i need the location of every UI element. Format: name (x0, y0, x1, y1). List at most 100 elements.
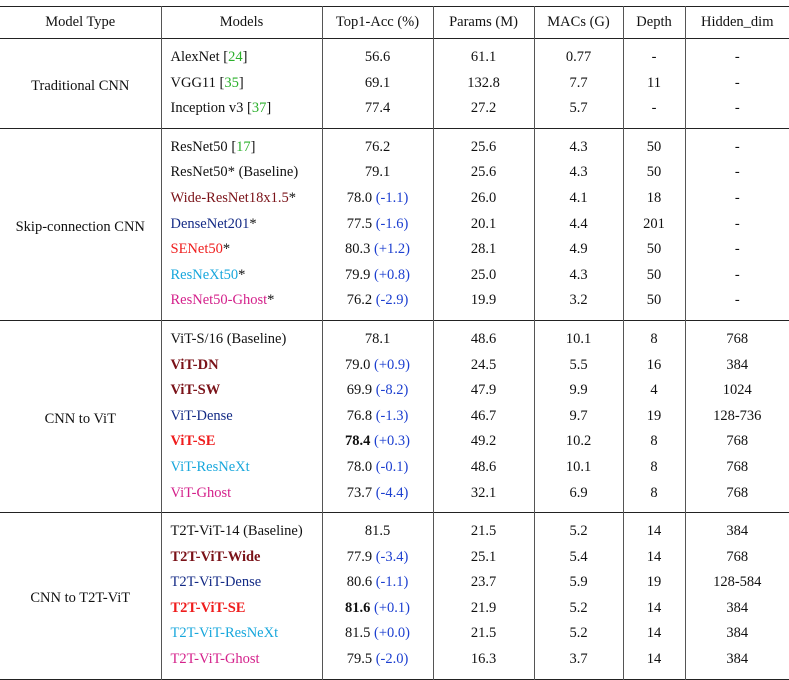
depth-cell: 8 (623, 480, 686, 513)
top1-acc-value: 73.7 (346, 484, 373, 501)
depth-cell: 18 (623, 185, 686, 212)
top1-acc-delta: (-1.1) (375, 189, 409, 206)
header-params: Params (M) (433, 6, 535, 39)
top1-acc-value: 78.4 (345, 433, 371, 450)
citation-ref: 37 (251, 100, 267, 117)
model-name: ViT-DN (170, 356, 219, 373)
model-name: DenseNet201 (170, 215, 250, 232)
model-suffix: * (249, 215, 257, 232)
top1-acc-value: 69.9 (346, 382, 373, 399)
model-name-cell: T2T-ViT-Ghost (161, 647, 323, 680)
macs-cell: 9.9 (534, 378, 624, 404)
params-cell: 28.1 (433, 237, 535, 263)
model-name: SENet50 (170, 241, 223, 258)
model-name-cell: ViT-Ghost (161, 480, 323, 513)
top1-acc-cell: 78.1 (322, 320, 434, 353)
model-name-cell: Wide-ResNet18x1.5* (161, 185, 323, 212)
hidden-dim-cell: - (734, 215, 740, 232)
depth-cell: 4 (623, 378, 686, 404)
model-name-cell: ResNeXt50* (161, 262, 323, 289)
top1-acc-cell: 76.8 (-1.3) (322, 403, 434, 430)
macs-cell: 4.3 (534, 160, 624, 186)
model-name-cell: T2T-ViT-SE (161, 595, 323, 622)
model-type-cell: Traditional CNN (0, 38, 162, 129)
model-name: T2T-ViT-Wide (170, 548, 261, 565)
table-header: Model Type Models Top1-Acc (%) Params (M… (0, 6, 789, 39)
top1-acc-value: 78.1 (364, 330, 391, 347)
table-row: ViT-SE 78.4 (+0.3) 49.2 10.2 8 768 (0, 429, 789, 455)
top1-acc-delta: (-3.4) (375, 548, 409, 565)
macs-cell: 6.9 (534, 480, 624, 513)
group-1: Skip-connection CNN ResNet50 [17] 76.2 25.6… (0, 128, 789, 321)
top1-acc-value: 80.6 (346, 574, 373, 591)
params-cell: 48.6 (433, 454, 535, 481)
table-row: ViT-ResNeXt 78.0 (-0.1) 48.6 10.1 8 768 (0, 454, 789, 481)
top1-acc-cell: 80.3 (+1.2) (322, 237, 434, 263)
top1-acc-cell: 78.4 (+0.3) (322, 429, 434, 455)
depth-cell: 19 (623, 570, 686, 596)
table-row: T2T-ViT-ResNeXt 81.5 (+0.0) 21.5 5.2 14 384 (0, 621, 789, 648)
model-name: AlexNet (170, 49, 220, 65)
model-name: ResNet50-Ghost (170, 292, 268, 309)
macs-cell: 5.4 (534, 544, 624, 571)
hidden-dim-cell: 384 (726, 625, 749, 642)
depth-cell: 19 (623, 403, 686, 430)
top1-acc-value: 77.5 (346, 215, 373, 232)
model-name-cell: AlexNet [24] (161, 38, 323, 71)
top1-acc-value: 81.6 (345, 599, 371, 616)
group-0: Traditional CNN AlexNet [24] 56.6 61.1 0.77 -… (0, 38, 789, 129)
hidden-dim-cell: 128-736 (713, 407, 762, 424)
depth-cell: 14 (623, 544, 686, 571)
top1-acc-value: 77.9 (346, 548, 373, 565)
model-suffix: * (288, 189, 296, 206)
hidden-dim-cell: 768 (726, 330, 749, 347)
hidden-dim-cell: - (734, 49, 740, 65)
params-cell: 20.1 (433, 211, 535, 238)
citation-ref: 24 (228, 49, 243, 65)
model-suffix: * (Baseline) (227, 164, 299, 181)
hidden-dim-cell: 768 (726, 458, 749, 475)
params-cell: 47.9 (433, 378, 535, 404)
params-cell: 61.1 (433, 38, 535, 71)
params-cell: 26.0 (433, 185, 535, 212)
model-name: ViT-Ghost (170, 484, 232, 501)
macs-cell: 9.7 (534, 403, 624, 430)
model-name: ResNet50 (170, 138, 228, 155)
hidden-dim-cell: 1024 (722, 382, 752, 399)
model-name-cell: DenseNet201* (161, 211, 323, 238)
params-cell: 25.0 (433, 262, 535, 289)
params-cell: 27.2 (433, 96, 535, 129)
results-table: Model Type Models Top1-Acc (%) Params (M… (0, 6, 789, 680)
top1-acc-cell: 79.1 (322, 160, 434, 186)
depth-cell: - (623, 96, 686, 129)
hidden-dim-cell: - (734, 241, 740, 258)
model-type-cell: CNN to ViT (0, 320, 162, 513)
model-name: T2T-ViT-Ghost (170, 651, 260, 668)
top1-acc-cell: 77.9 (-3.4) (322, 544, 434, 571)
hidden-dim-cell: 384 (726, 356, 749, 373)
macs-cell: 5.2 (534, 595, 624, 622)
macs-cell: 5.5 (534, 352, 624, 379)
model-name-cell: T2T-ViT-Wide (161, 544, 323, 571)
macs-cell: 0.77 (534, 38, 624, 71)
top1-acc-delta: (-1.1) (375, 574, 409, 591)
top1-acc-delta: (-1.3) (375, 407, 409, 424)
top1-acc-delta: (+0.9) (374, 356, 410, 373)
macs-cell: 5.7 (534, 96, 624, 129)
model-name: VGG11 (170, 74, 216, 91)
macs-cell: 3.7 (534, 647, 624, 680)
hidden-dim-cell: 768 (726, 484, 749, 501)
hidden-dim-cell: 384 (726, 599, 749, 616)
top1-acc-value: 56.6 (364, 49, 391, 65)
hidden-dim-cell: 128-584 (713, 574, 762, 591)
depth-cell: 14 (623, 647, 686, 680)
table-row: T2T-ViT-Wide 77.9 (-3.4) 25.1 5.4 14 768 (0, 544, 789, 571)
params-cell: 132.8 (433, 70, 535, 97)
top1-acc-delta: (-8.2) (375, 382, 409, 399)
params-cell: 25.6 (433, 128, 535, 161)
table-row: Inception v3 [37] 77.4 27.2 5.7- - (0, 96, 789, 129)
macs-cell: 4.3 (534, 262, 624, 289)
header-depth: Depth (623, 6, 686, 39)
top1-acc-cell: 76.2 (322, 128, 434, 161)
